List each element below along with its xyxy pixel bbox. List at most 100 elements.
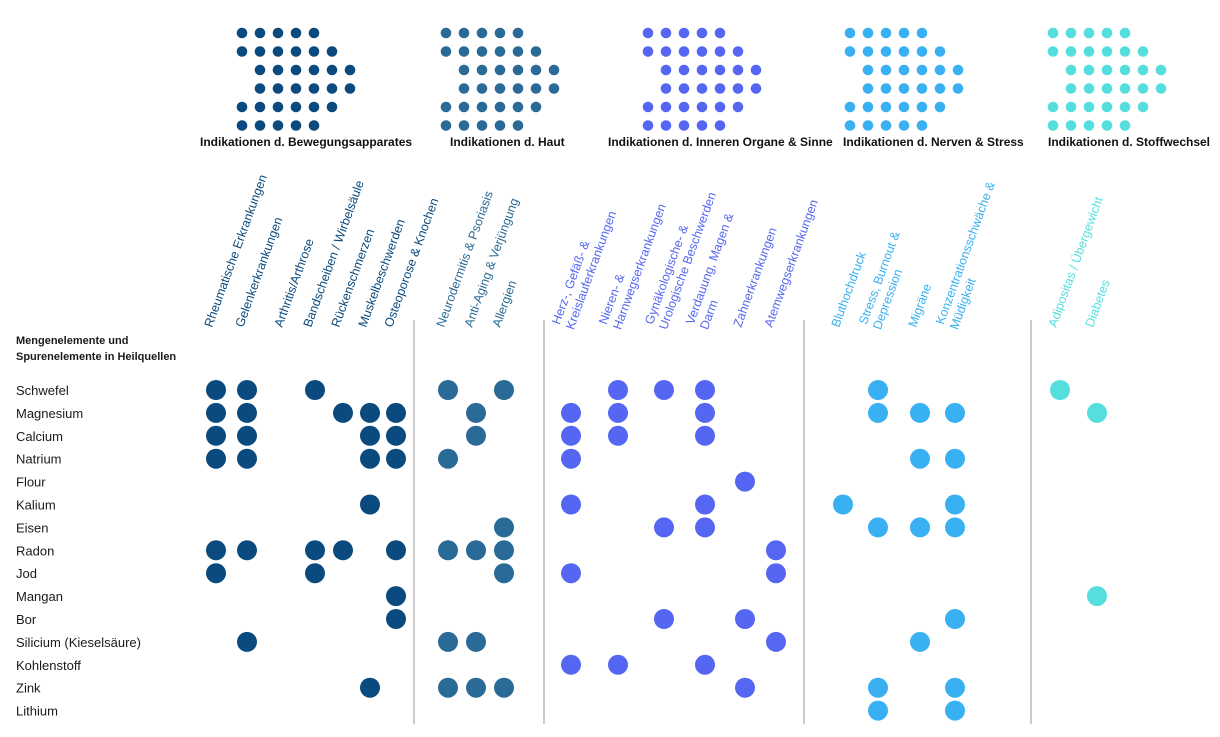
arrow-dot <box>880 83 892 94</box>
indication-dot <box>766 631 786 652</box>
row-labels: Schwefel Magnesium Calcium Natrium Flour Kali… <box>16 383 141 719</box>
indication-dot <box>438 380 458 400</box>
arrow-dot <box>476 83 488 94</box>
arrow-dot <box>308 101 320 113</box>
group-label: Indikationen d. Nerven & Stress <box>843 135 1024 149</box>
row-label: Schwefel <box>16 383 69 398</box>
indication-dot <box>305 540 325 561</box>
arrow-dot <box>494 101 506 113</box>
arrow-dot <box>916 46 928 57</box>
arrow-dot <box>290 120 302 131</box>
column-label: Atemwegserkrankungen <box>762 198 821 330</box>
arrow-dot <box>1101 27 1113 39</box>
indication-dot <box>206 448 226 469</box>
indication-dot <box>910 448 930 469</box>
arrow-dot <box>326 64 338 76</box>
group-labels: Indikationen d. Bewegungsapparates Indika… <box>200 135 1210 149</box>
arrow-dot <box>1119 27 1131 39</box>
arrow-dot <box>476 46 488 57</box>
arrow-dot <box>660 46 672 57</box>
indication-dot <box>868 380 888 400</box>
indication-dots <box>206 380 1107 721</box>
indication-dot <box>735 677 755 698</box>
arrow-dot <box>862 64 874 76</box>
arrow-icon <box>236 27 356 131</box>
arrow-dot <box>308 120 320 131</box>
arrow-dot <box>1119 64 1131 76</box>
arrow-dot <box>440 46 452 57</box>
indication-dot <box>466 631 486 652</box>
row-label: Zink <box>16 681 41 696</box>
arrow-dot <box>862 120 874 131</box>
indication-dot <box>386 425 406 446</box>
arrow-dot <box>678 64 690 76</box>
indication-dot <box>466 677 486 698</box>
arrow-dot <box>476 27 488 39</box>
arrow-dot <box>512 101 524 113</box>
arrow-dot <box>1083 120 1095 131</box>
indication-dot <box>237 425 257 446</box>
indication-dot <box>910 631 930 652</box>
arrow-dot <box>494 120 506 131</box>
row-label: Magnesium <box>16 406 83 421</box>
indication-dot <box>868 517 888 538</box>
arrow-dot <box>880 27 892 39</box>
indication-dot <box>608 425 628 446</box>
indication-dot <box>494 563 514 584</box>
arrow-dot <box>1083 101 1095 113</box>
arrow-dot <box>458 83 470 94</box>
arrow-dot <box>272 27 284 39</box>
indication-dot <box>766 563 786 584</box>
arrow-dot <box>880 64 892 76</box>
arrow-dot <box>750 64 762 76</box>
indication-dot <box>695 517 715 538</box>
arrow-dot <box>1119 120 1131 131</box>
arrow-dot <box>1047 27 1059 39</box>
arrow-dot <box>952 83 964 94</box>
indication-dot <box>945 609 965 629</box>
arrow-dot <box>1119 46 1131 57</box>
indication-dot <box>945 517 965 538</box>
arrow-dot <box>494 83 506 94</box>
arrow-dot <box>1101 46 1113 57</box>
column-label: Diabetes <box>1083 278 1113 329</box>
arrow-dot <box>1101 120 1113 131</box>
arrow-dot <box>254 101 266 113</box>
indication-dot <box>206 540 226 561</box>
arrow-dot <box>272 120 284 131</box>
indication-dot <box>494 677 514 698</box>
indication-dot <box>1087 402 1107 423</box>
arrow-dot <box>326 46 338 57</box>
arrow-dot <box>696 64 708 76</box>
arrow-dot <box>494 46 506 57</box>
arrow-dot <box>642 27 654 39</box>
indication-dot <box>945 402 965 423</box>
arrow-dot <box>254 120 266 131</box>
arrow-dot <box>898 64 910 76</box>
indication-dot <box>360 402 380 423</box>
arrow-dot <box>1101 83 1113 94</box>
arrow-dot <box>494 64 506 76</box>
arrow-dot <box>512 64 524 76</box>
arrow-dot <box>236 46 248 57</box>
indication-dot <box>438 631 458 652</box>
arrow-dot <box>732 46 744 57</box>
indication-dot <box>695 402 715 423</box>
indication-dot <box>494 380 514 400</box>
arrow-dot <box>934 64 946 76</box>
arrow-dot <box>678 120 690 131</box>
arrow-dot <box>678 83 690 94</box>
arrow-dot <box>1083 27 1095 39</box>
arrow-dot <box>898 27 910 39</box>
indication-dot <box>910 517 930 538</box>
indication-dot <box>561 402 581 423</box>
arrow-dot <box>714 120 726 131</box>
arrow-dot <box>1083 83 1095 94</box>
arrow-dot <box>898 83 910 94</box>
indication-dot <box>654 609 674 629</box>
arrow-dot <box>880 120 892 131</box>
indication-dot <box>438 540 458 561</box>
arrow-dot <box>458 27 470 39</box>
arrow-dot <box>1065 64 1077 76</box>
